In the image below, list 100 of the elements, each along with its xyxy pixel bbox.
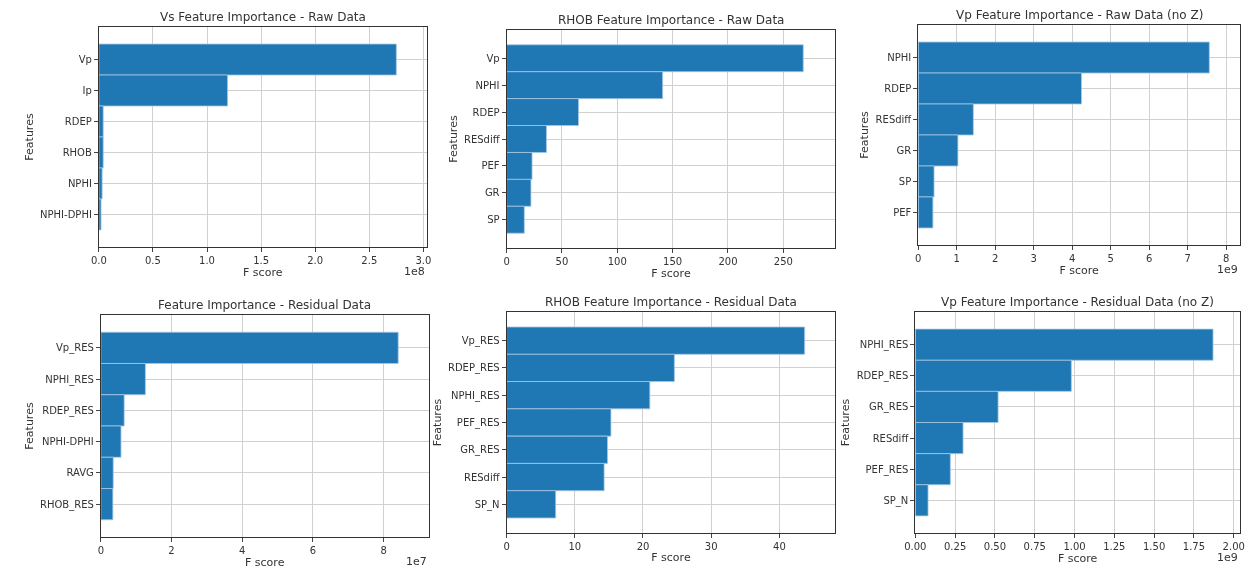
x-tick-label: 0 <box>915 253 922 264</box>
x-tick-label: 1.5 <box>253 255 270 266</box>
y-tick-label: RDEP_RES <box>447 362 500 375</box>
y-tick-label: RDEP_RES <box>42 404 94 417</box>
y-tick-label: RESdiff <box>463 471 501 483</box>
x-tick-label: 0.00 <box>904 541 927 552</box>
y-tick-label: Vp_RES <box>461 335 500 348</box>
x-tick-label: 0.25 <box>943 541 967 552</box>
x-tick-label: 10 <box>568 541 582 552</box>
x-tick-label: 0.50 <box>983 541 1007 552</box>
x-tick-label: 0 <box>503 541 510 552</box>
chart-title: Vp Feature Importance - Residual Data (no Z) <box>941 295 1214 309</box>
y-tick-label: NPHI <box>887 52 912 64</box>
x-tick-label: 0.0 <box>90 255 107 266</box>
y-tick-label: SP_N <box>474 498 500 511</box>
x-tick-label: 1 <box>953 253 960 264</box>
y-tick-label: NPHI_RES <box>45 373 94 386</box>
y-axis-title: Features <box>446 115 460 163</box>
chart-title: Vs Feature Importance - Raw Data <box>160 10 366 24</box>
x-tick-label: 1.0 <box>199 255 215 266</box>
chart-title: Vp Feature Importance - Raw Data (no Z) <box>956 8 1204 22</box>
y-tick-label: RHOB <box>62 146 92 158</box>
y-tick-label: NPHI_RES <box>859 339 909 352</box>
x-tick-label: 40 <box>773 541 786 552</box>
y-tick-label: GR <box>484 187 500 199</box>
x-tick-label: 2.0 <box>307 255 324 266</box>
y-tick-label: RESdiff <box>875 114 913 126</box>
y-tick-label: RDEP <box>884 83 912 95</box>
x-tick-label: 200 <box>718 256 738 267</box>
x-tick-label: 6 <box>309 545 317 556</box>
y-tick-label: Vp <box>78 54 92 66</box>
x-axis-title: F score <box>1058 552 1098 565</box>
x-tick-label: 2 <box>168 545 175 556</box>
chart-title: Feature Importance - Residual Data <box>158 298 372 312</box>
y-tick-label: RDEP <box>64 116 92 128</box>
chart-title: RHOB Feature Importance - Raw Data <box>558 13 785 27</box>
x-tick-label: 0 <box>97 545 105 556</box>
x-tick-label: 7 <box>1184 253 1191 264</box>
y-axis-title: Features <box>22 113 36 161</box>
y-tick-label: PEF <box>893 206 912 218</box>
x-tick-label: 5 <box>1107 253 1114 264</box>
x-tick-label: 250 <box>773 256 793 267</box>
x-tick-label: 2.00 <box>1222 541 1245 552</box>
x-axis-title: F score <box>651 551 691 565</box>
y-axis-title: Features <box>430 398 444 447</box>
x-tick-label: 30 <box>704 541 718 552</box>
x-axis-title: F score <box>1059 264 1100 277</box>
x-tick-label: 8 <box>1223 253 1230 264</box>
y-tick-label: PEF_RES <box>456 417 500 429</box>
text: 1e7 <box>406 555 427 568</box>
y-tick-label: NPHI_RES <box>451 389 500 402</box>
y-axis-title: Features <box>22 402 36 450</box>
y-axis-title: Features <box>858 111 872 159</box>
x-axis-title: F score <box>651 267 691 280</box>
y-tick-label: RESdiff <box>872 432 910 444</box>
x-axis-title: F score <box>243 266 283 279</box>
y-tick-label: RDEP_RES <box>856 370 909 383</box>
x-axis-title: F score <box>245 556 285 569</box>
y-tick-label: Vp <box>486 52 500 64</box>
text: 1e9 <box>1217 263 1238 276</box>
x-tick-label: 1.50 <box>1142 541 1166 552</box>
x-tick-label: 2.5 <box>361 255 378 266</box>
y-tick-label: Vp_RES <box>56 342 94 355</box>
x-tick-label: 100 <box>607 256 627 267</box>
x-tick-label: 20 <box>636 541 650 552</box>
y-tick-label: SP <box>898 175 912 187</box>
x-tick-label: 0 <box>503 256 510 267</box>
x-tick-label: 1.00 <box>1063 541 1086 552</box>
y-tick-label: PEF_RES <box>865 463 909 476</box>
y-tick-label: RDEP <box>472 106 500 118</box>
y-tick-label: PEF <box>481 160 500 172</box>
y-tick-label: GR <box>896 144 912 156</box>
x-tick-label: 50 <box>555 256 569 267</box>
y-tick-label: GR_RES <box>460 444 500 457</box>
y-tick-label: GR_RES <box>868 401 909 414</box>
chart-title: RHOB Feature Importance - Residual Data <box>545 295 797 309</box>
text: 1e8 <box>404 265 425 278</box>
x-tick-label: 3.0 <box>415 255 432 266</box>
text: 1e9 <box>1217 551 1238 564</box>
x-tick-label: 1.25 <box>1103 541 1126 552</box>
y-tick-label: SP <box>487 214 500 226</box>
y-tick-label: NPHI-DPHI <box>40 208 92 220</box>
y-tick-label: SP_N <box>883 494 909 507</box>
x-tick-label: 4 <box>1069 253 1076 264</box>
x-tick-label: 6 <box>1146 253 1153 264</box>
y-tick-label: NPHI <box>475 79 500 91</box>
y-tick-label: NPHI <box>67 177 92 189</box>
y-tick-label: RESdiff <box>463 133 501 145</box>
y-tick-label: RAVG <box>66 467 94 479</box>
x-tick-label: 8 <box>380 545 387 556</box>
y-tick-label: NPHI-DPHI <box>42 436 94 448</box>
x-tick-label: 3 <box>1030 253 1037 264</box>
x-tick-label: 0.5 <box>145 255 161 266</box>
x-tick-label: 2 <box>992 253 999 264</box>
y-tick-label: RHOB_RES <box>40 498 94 511</box>
y-axis-title: Features <box>839 398 853 447</box>
x-tick-label: 4 <box>239 545 246 556</box>
y-tick-label: Ip <box>82 85 92 97</box>
x-tick-label: 0.75 <box>1023 541 1046 552</box>
x-tick-label: 1.75 <box>1182 541 1206 552</box>
